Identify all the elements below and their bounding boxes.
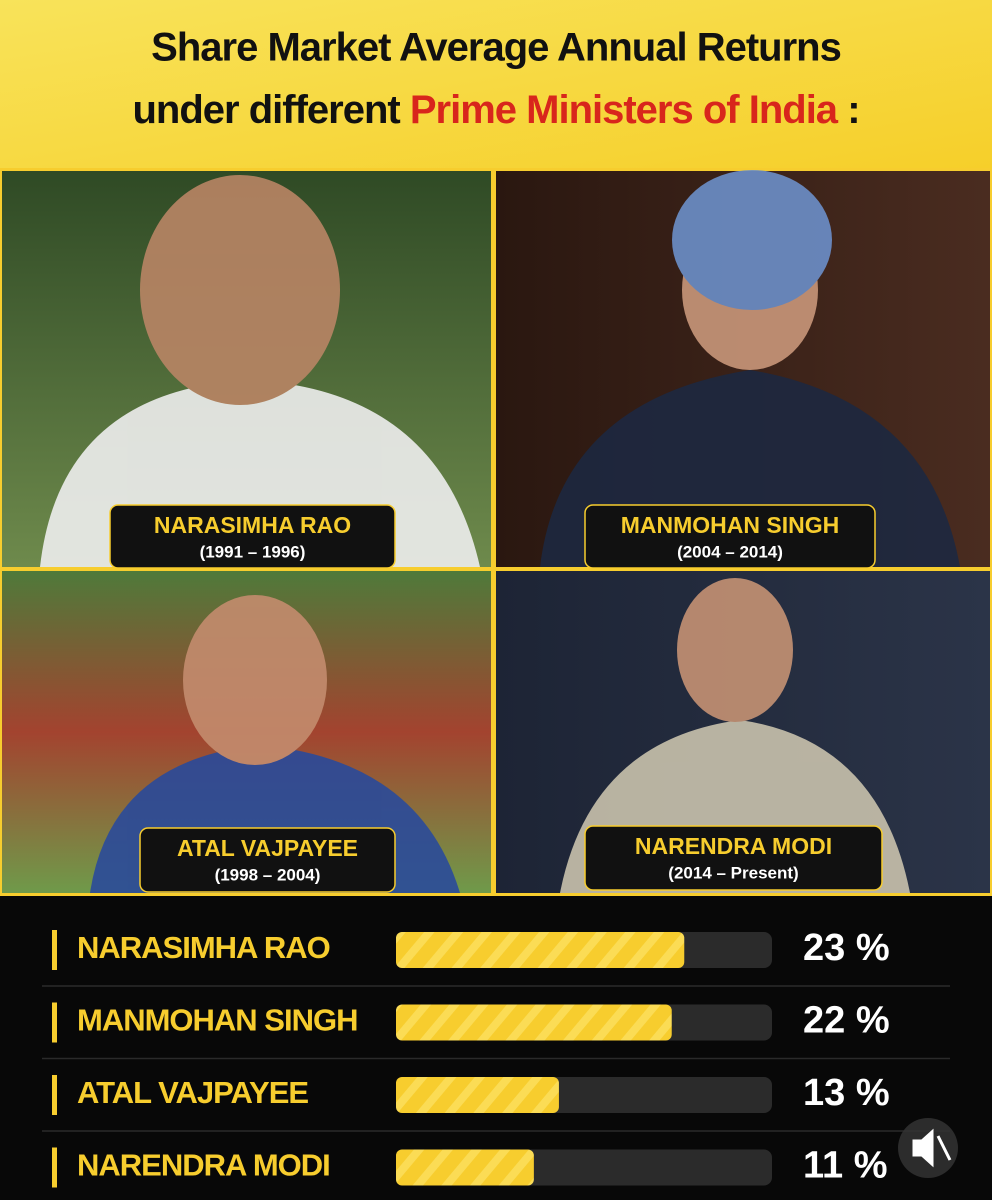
- accent: [52, 1147, 57, 1188]
- title-highlight: Prime Ministers of India: [410, 88, 839, 132]
- panel-years: (1998 – 2004): [215, 865, 321, 884]
- title-part: under different: [132, 88, 400, 132]
- bar: [396, 932, 685, 968]
- name-box: [109, 504, 396, 569]
- name-box: [139, 827, 396, 893]
- mute-icon: [912, 1128, 952, 1168]
- title-line1: Share Market Average Annual Returns: [151, 26, 841, 70]
- accent: [52, 1075, 57, 1115]
- panel-name: ATAL VAJPAYEE: [177, 835, 358, 861]
- value-label: 23 %: [803, 927, 890, 969]
- bar: [396, 1149, 534, 1186]
- header-bg: [0, 0, 992, 168]
- panel-name: MANMOHAN SINGH: [621, 512, 840, 538]
- panel-years: (1991 – 1996): [200, 542, 306, 561]
- bar-label: MANMOHAN SINGH: [77, 1003, 358, 1038]
- name-box: [584, 825, 883, 891]
- bar-label: NARASIMHA RAO: [77, 930, 330, 965]
- panel-years: (2014 – Present): [668, 863, 798, 882]
- panel-years: (2004 – 2014): [677, 542, 783, 561]
- accent: [52, 930, 57, 970]
- name-box: [584, 504, 876, 569]
- value-label: 11 %: [803, 1145, 888, 1187]
- panel-name: NARASIMHA RAO: [154, 512, 351, 538]
- bar-label: NARENDRA MODI: [77, 1148, 330, 1183]
- bar-label: ATAL VAJPAYEE: [77, 1075, 308, 1110]
- panel-name: NARENDRA MODI: [635, 833, 832, 859]
- bar: [396, 1004, 672, 1041]
- title-end: :: [847, 88, 859, 132]
- accent: [52, 1002, 57, 1043]
- title-line2: under different Prime Ministers of India…: [132, 88, 859, 132]
- bar: [396, 1077, 559, 1113]
- value-label: 22 %: [803, 1000, 890, 1042]
- value-label: 13 %: [803, 1072, 890, 1114]
